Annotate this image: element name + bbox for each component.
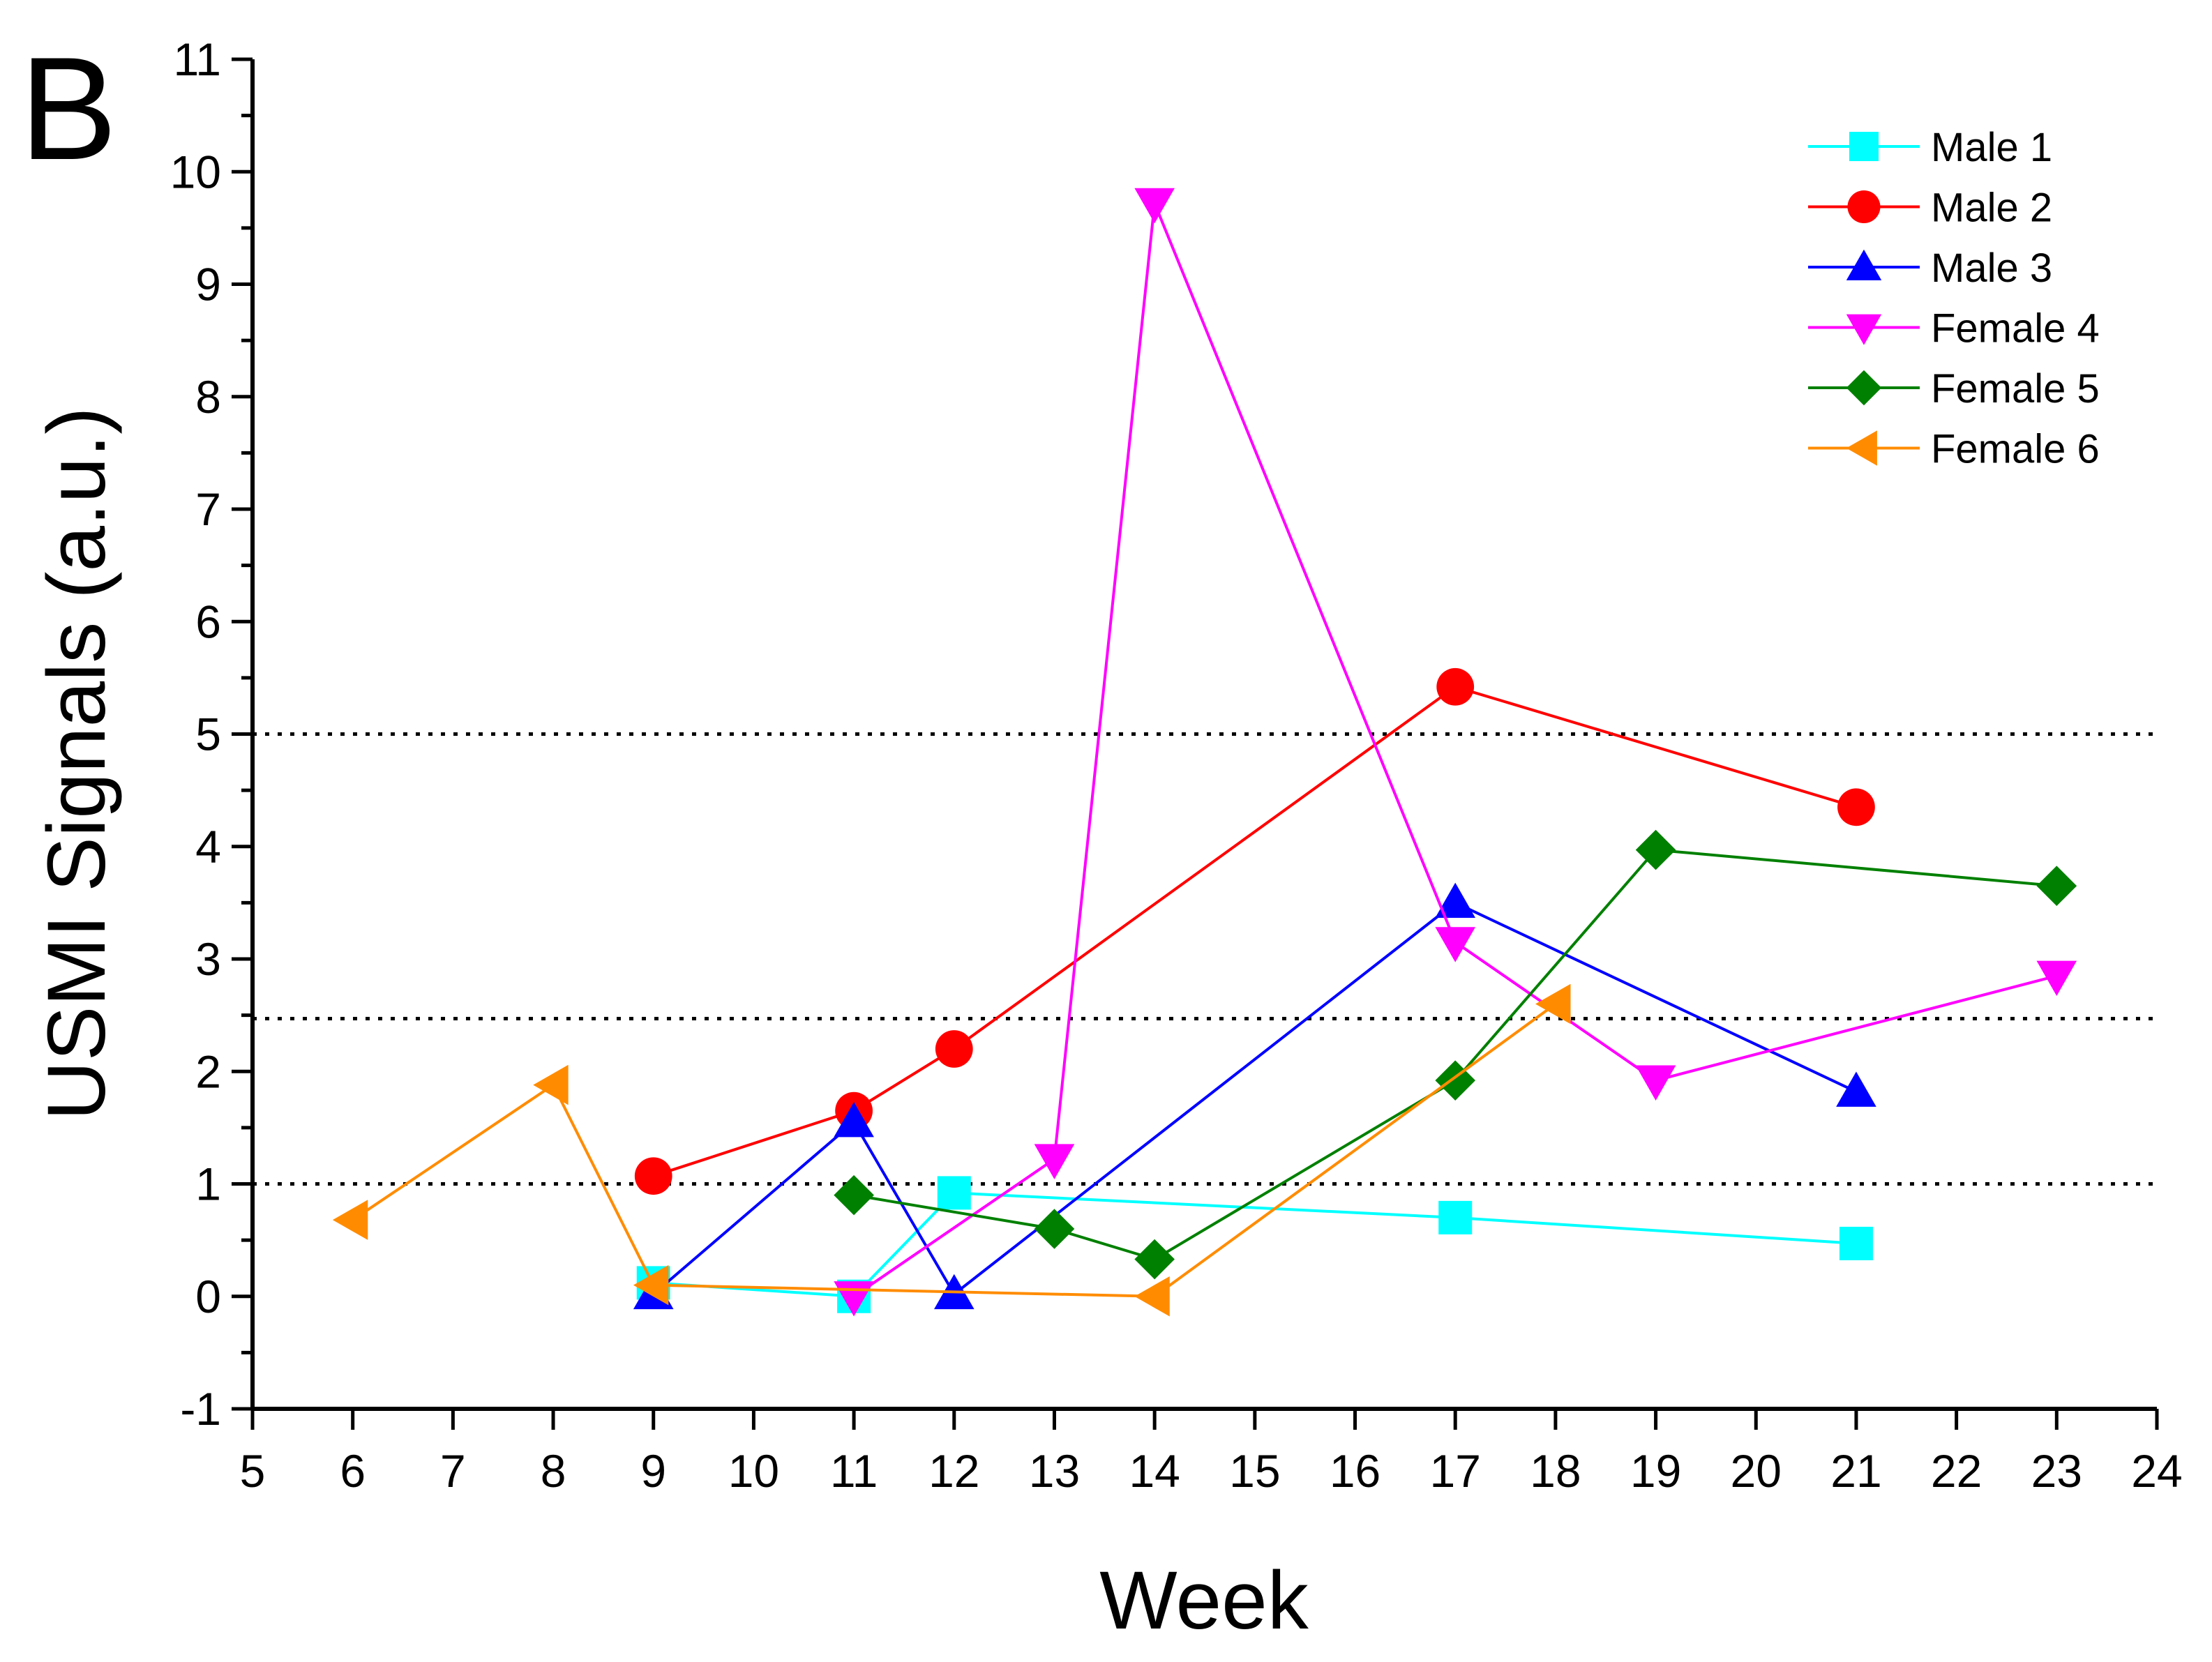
x-tick-label: 22: [1931, 1445, 1982, 1497]
legend: Male 1 Male 2 Male 3 Female 4 Female 5 Female…: [1808, 125, 2100, 472]
x-tick-label: 11: [830, 1445, 878, 1497]
legend-marker: [1846, 314, 1882, 345]
series-male-1: [636, 1176, 1873, 1313]
series-line: [652, 901, 1857, 1297]
data-point: [633, 1264, 669, 1306]
data-point: [1438, 1200, 1473, 1234]
data-point: [634, 1157, 672, 1195]
legend-item-male-1: Male 1: [1808, 125, 2052, 170]
x-tick-label: 5: [240, 1445, 266, 1497]
y-tick-label: 9: [195, 259, 221, 310]
x-tick-label: 23: [2031, 1445, 2082, 1497]
x-tick-label: 15: [1229, 1445, 1280, 1497]
y-tick-label: 5: [195, 709, 221, 760]
legend-label: Male 1: [1931, 125, 2052, 170]
legend-marker: [1846, 249, 1882, 280]
legend-item-male-3: Male 3: [1808, 245, 2052, 291]
legend-label: Female 4: [1931, 306, 2100, 352]
x-tick-label: 7: [440, 1445, 466, 1497]
legend-marker: [1847, 190, 1881, 224]
data-point: [937, 1176, 971, 1210]
series-female-4: [834, 188, 2077, 1317]
series-female-5: [834, 829, 2077, 1280]
data-point: [834, 1174, 874, 1216]
y-tick-label: 1: [195, 1158, 221, 1210]
series-line: [653, 1191, 1857, 1298]
data-point: [1034, 1209, 1075, 1249]
y-tick-label: 10: [170, 146, 221, 197]
series-male-2: [634, 667, 1875, 1195]
legend-label: Female 6: [1931, 427, 2100, 472]
data-point: [935, 1030, 973, 1068]
legend-label: Male 3: [1931, 245, 2052, 291]
y-tick-label: 3: [195, 933, 221, 985]
data-point: [1034, 1144, 1075, 1179]
x-tick-label: 16: [1330, 1445, 1380, 1497]
legend-label: Male 2: [1931, 186, 2052, 231]
data-point: [2036, 960, 2077, 996]
data-point: [1134, 1276, 1170, 1317]
data-point: [1535, 983, 1571, 1025]
y-tick-label: 0: [195, 1271, 221, 1322]
data-point: [1836, 1071, 1876, 1107]
x-tick-label: 8: [541, 1445, 566, 1497]
data-point: [1134, 1239, 1175, 1280]
x-tick-label: 19: [1630, 1445, 1681, 1497]
series-line: [852, 202, 2057, 1298]
legend-item-male-2: Male 2: [1808, 186, 2052, 231]
legend-label: Female 5: [1931, 366, 2100, 411]
data-point: [1435, 1060, 1476, 1101]
x-axis-title: Week: [1099, 1555, 1309, 1647]
data-point: [332, 1200, 368, 1240]
y-tick-label: -1: [180, 1383, 221, 1435]
series-male-3: [633, 882, 1876, 1310]
x-tick-label: 6: [340, 1445, 366, 1497]
y-tick-label: 7: [195, 483, 221, 535]
series-layer: [332, 188, 2077, 1317]
legend-item-female-6: Female 6: [1808, 427, 2100, 472]
y-tick-label: 8: [195, 371, 221, 423]
reference-lines: [253, 732, 2157, 1186]
legend-item-female-5: Female 5: [1808, 366, 2100, 411]
series-line: [653, 685, 1857, 1178]
x-tick-label: 17: [1429, 1445, 1480, 1497]
legend-marker: [1846, 370, 1882, 406]
x-tick-label: 13: [1029, 1445, 1080, 1497]
y-axis-title: USMI Signals (a.u.): [31, 407, 123, 1121]
x-tick-label: 10: [728, 1445, 779, 1497]
y-tick-label: 6: [195, 596, 221, 647]
data-point: [1134, 188, 1175, 224]
data-point: [1436, 667, 1475, 706]
y-tick-label: 4: [195, 821, 221, 872]
panel-label: B: [20, 27, 117, 190]
data-point: [533, 1064, 569, 1105]
x-tick-label: 12: [928, 1445, 979, 1497]
data-point: [1635, 1065, 1676, 1101]
data-point: [1837, 788, 1875, 826]
x-tick-label: 24: [2131, 1445, 2182, 1497]
x-tick-label: 14: [1129, 1445, 1180, 1497]
legend-item-female-4: Female 4: [1808, 306, 2100, 352]
data-point: [1435, 927, 1476, 962]
data-point: [1635, 829, 1676, 870]
data-point: [2036, 866, 2077, 906]
x-tick-label: 9: [640, 1445, 666, 1497]
x-tick-label: 21: [1830, 1445, 1881, 1497]
y-tick-label: 11: [173, 33, 221, 85]
legend-marker: [1849, 132, 1879, 161]
x-tick-label: 20: [1731, 1445, 1782, 1497]
legend-marker: [1846, 430, 1877, 466]
series-line: [853, 848, 2057, 1261]
x-tick-label: 18: [1530, 1445, 1581, 1497]
data-point: [1839, 1226, 1873, 1260]
series-female-6: [332, 983, 1571, 1317]
data-point: [834, 1102, 874, 1138]
data-point: [1435, 882, 1476, 918]
y-tick-label: 2: [195, 1045, 221, 1097]
